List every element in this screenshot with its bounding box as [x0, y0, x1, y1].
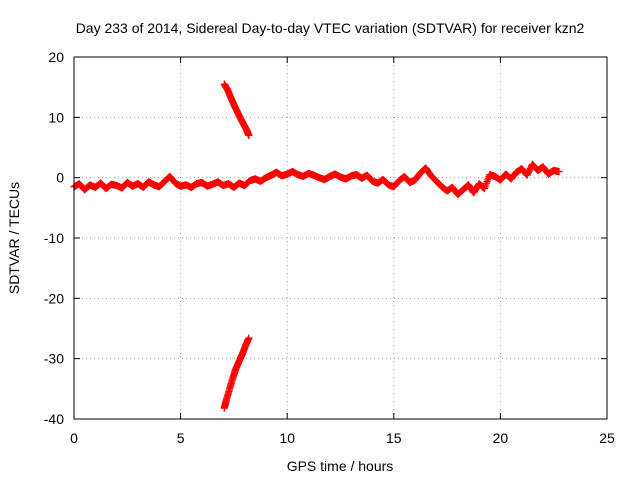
y-tick-label: -20	[44, 290, 64, 306]
y-tick-label: -40	[44, 411, 64, 427]
tick-labels: 0 5 10 15 20 25 -40 -30 -20 -10 0 10 20	[44, 49, 615, 446]
data-point	[526, 166, 534, 174]
data-point	[555, 168, 563, 176]
y-tick-label: 10	[48, 109, 64, 125]
data-point	[524, 170, 532, 178]
y-axis-label: SDTVAR / TECUs	[6, 182, 22, 294]
x-tick-label: 20	[493, 430, 509, 446]
y-tick-label: 20	[48, 49, 64, 65]
data-point	[245, 131, 253, 140]
y-tick-label: -10	[44, 230, 64, 246]
data-point	[523, 171, 531, 179]
data-points	[70, 80, 563, 412]
y-tick-label: 0	[56, 170, 64, 186]
x-tick-label: 10	[279, 430, 295, 446]
x-tick-label: 5	[177, 430, 185, 446]
x-axis-label: GPS time / hours	[287, 458, 394, 474]
grid-lines	[74, 57, 607, 419]
y-tick-label: -30	[44, 351, 64, 367]
x-tick-label: 25	[599, 430, 615, 446]
data-point	[245, 334, 253, 342]
data-point	[524, 168, 532, 177]
chart-title: Day 233 of 2014, Sidereal Day-to-day VTE…	[76, 20, 585, 36]
axis-ticks	[73, 56, 608, 420]
plot-frame	[73, 56, 608, 420]
data-point	[525, 167, 533, 175]
x-tick-label: 15	[386, 430, 402, 446]
x-tick-label: 0	[70, 430, 78, 446]
